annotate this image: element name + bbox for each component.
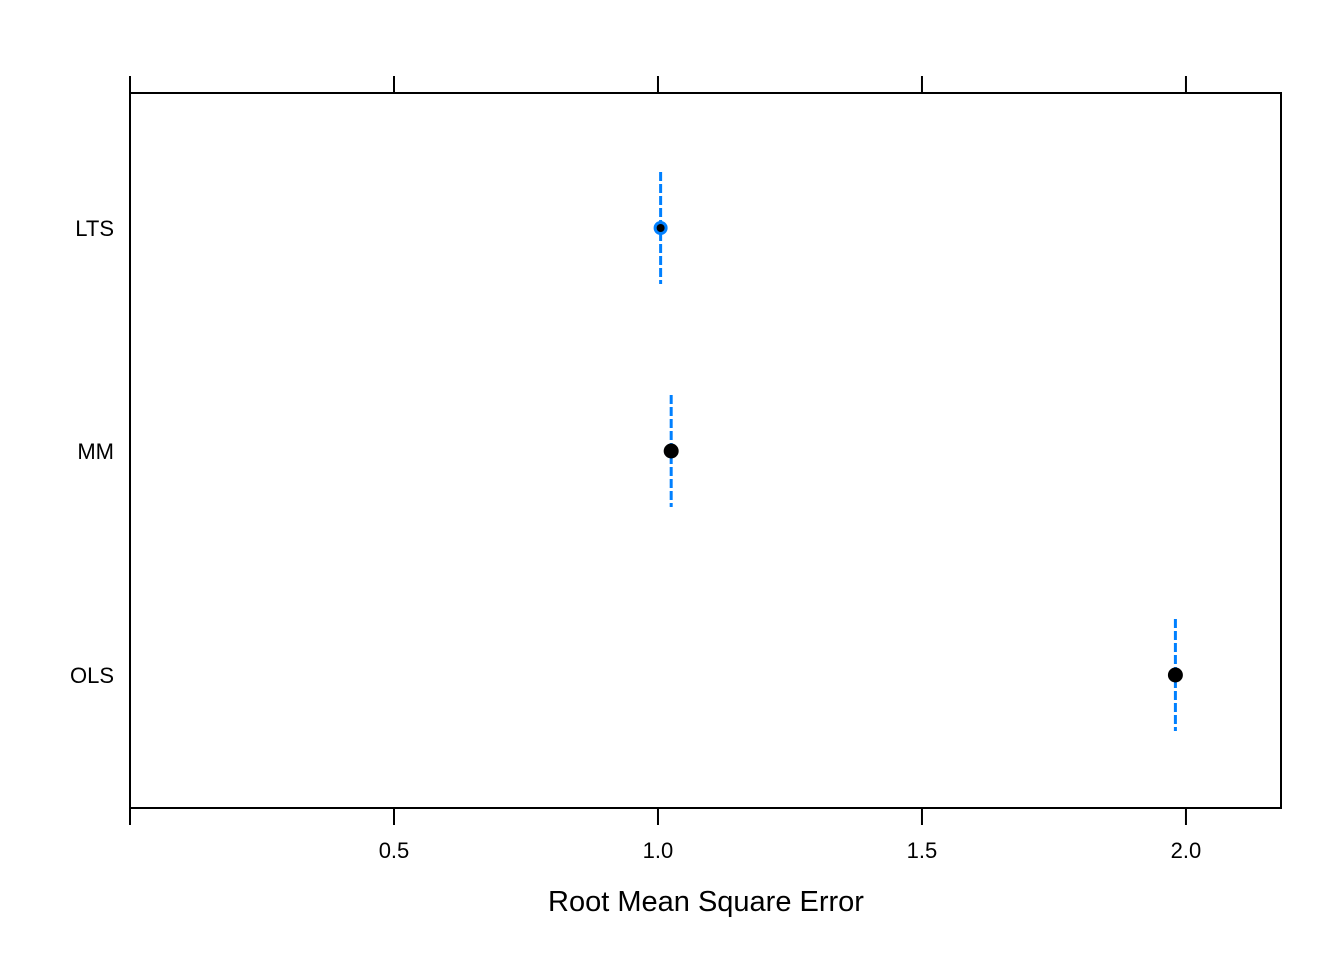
bottom-axis-ticks — [129, 808, 1187, 825]
top-axis-ticks — [129, 76, 1187, 93]
plot-frame — [129, 92, 1282, 809]
estimate-point — [656, 224, 665, 232]
y-category-labels: LTS MM OLS — [70, 216, 114, 688]
x-axis-title: Root Mean Square Error — [548, 886, 864, 918]
y-category-label: OLS — [70, 663, 114, 688]
x-tick-label: 1.5 — [907, 838, 938, 863]
y-category-label: LTS — [75, 216, 114, 241]
estimate-point — [1167, 667, 1183, 683]
x-tick-label: 1.0 — [643, 838, 674, 863]
x-tick-label: 0.5 — [379, 838, 410, 863]
x-tick-labels: 0.5 1.0 1.5 2.0 — [379, 838, 1202, 863]
x-tick-label: 2.0 — [1171, 838, 1202, 863]
data-marks — [653, 172, 1183, 731]
estimate-point — [663, 443, 679, 459]
y-category-label: MM — [77, 439, 114, 464]
